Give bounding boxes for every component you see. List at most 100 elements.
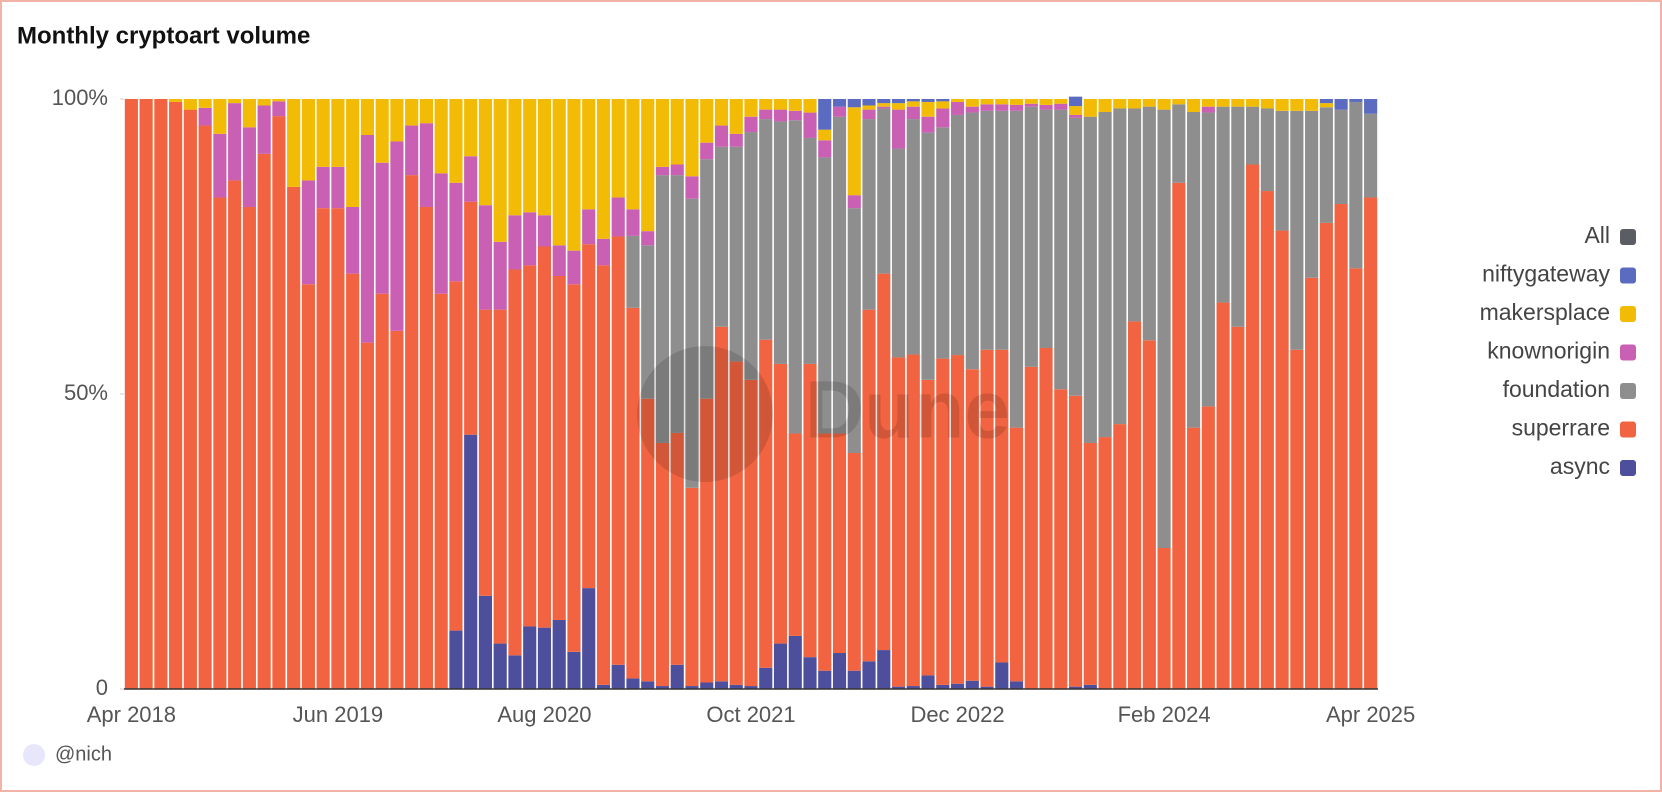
bar-segment — [1187, 99, 1201, 112]
bar-segment — [567, 284, 581, 652]
bar-segment — [272, 116, 286, 690]
legend-label[interactable]: All — [1584, 222, 1610, 248]
bar-segment — [1083, 99, 1097, 117]
bar-segment — [714, 146, 729, 327]
bar-segment — [228, 99, 242, 104]
bar-segment — [936, 358, 950, 685]
legend-label[interactable]: async — [1550, 453, 1610, 479]
bar-segment — [891, 99, 906, 104]
bar-segment — [832, 106, 847, 117]
bar-segment — [995, 662, 1009, 689]
bar-segment — [803, 112, 817, 138]
bar-segment — [1290, 349, 1304, 689]
bar-segment — [478, 205, 493, 310]
bar-segment — [493, 99, 507, 242]
bar-segment — [1231, 99, 1245, 107]
bar-segment — [331, 208, 345, 689]
bar-segment — [1290, 110, 1304, 350]
bar-segment — [582, 244, 596, 589]
bar-segment — [847, 195, 861, 209]
bar-segment — [316, 166, 330, 209]
bar-segment — [1349, 101, 1363, 269]
bar-segment — [877, 273, 891, 651]
bar-segment — [611, 664, 625, 689]
bar-segment — [714, 125, 729, 147]
bar-segment — [818, 129, 832, 141]
x-tick-label: Jun 2019 — [293, 702, 384, 727]
bar-segment — [818, 433, 832, 671]
bar-segment — [1187, 427, 1201, 689]
watermark-logo — [637, 346, 773, 482]
bar-segment — [891, 357, 906, 687]
bar-segment — [1068, 106, 1083, 115]
bar-segment — [1142, 106, 1156, 341]
bar-segment — [508, 99, 522, 216]
bar-segment — [272, 101, 286, 117]
bar-segment — [950, 101, 965, 115]
bar-segment — [287, 186, 301, 689]
legend-label[interactable]: niftygateway — [1482, 261, 1610, 287]
legend-label[interactable]: makersplace — [1480, 299, 1610, 325]
bar-segment — [1364, 99, 1378, 114]
bar-segment — [1068, 117, 1083, 396]
bar-segment — [1083, 116, 1097, 443]
bar-segment — [670, 432, 684, 665]
bar-segment — [655, 99, 670, 167]
bar-segment — [744, 99, 758, 117]
legend-label[interactable]: foundation — [1503, 376, 1610, 402]
legend-swatch[interactable] — [1620, 460, 1636, 476]
bar-segment — [818, 99, 832, 130]
legend-swatch[interactable] — [1620, 344, 1636, 361]
bar-segment — [375, 293, 389, 689]
bar-segment — [139, 99, 153, 689]
bar-segment — [1054, 389, 1068, 689]
bar-segment — [611, 197, 625, 237]
bar-segment — [818, 670, 832, 689]
bar-segment — [891, 109, 906, 149]
bar-segment — [906, 106, 920, 120]
bar-segment — [921, 116, 935, 133]
bar-segment — [980, 104, 994, 111]
bar-segment — [169, 99, 183, 102]
bar-segment — [301, 284, 315, 689]
bar-segment — [655, 175, 670, 443]
bar-segment — [1113, 424, 1127, 689]
bar-segment — [523, 626, 537, 689]
bar-segment — [478, 309, 493, 596]
bar-segment — [803, 363, 817, 658]
bar-segment — [1231, 326, 1245, 689]
legend-swatch[interactable] — [1620, 421, 1636, 438]
bar-segment — [773, 363, 788, 644]
bar-segment — [198, 107, 212, 126]
bar-segment — [862, 105, 876, 110]
bar-segment — [759, 119, 773, 340]
bar-segment — [980, 349, 994, 687]
legend-label[interactable]: superrare — [1512, 415, 1610, 441]
author[interactable]: @nich — [55, 743, 112, 765]
legend-swatch[interactable] — [1620, 306, 1636, 322]
avatar — [23, 744, 45, 766]
bar-segment — [1319, 99, 1333, 104]
legend-swatch[interactable] — [1620, 267, 1636, 284]
bar-segment — [1157, 99, 1171, 110]
bar-segment — [965, 99, 979, 107]
bar-segment — [980, 110, 994, 350]
bar-segment — [655, 686, 670, 689]
watermark: Dune — [637, 346, 1010, 482]
bar-segment — [877, 106, 891, 109]
bar-segment — [685, 99, 699, 177]
bar-segment — [744, 686, 758, 689]
bar-segment — [331, 99, 345, 167]
bar-segment — [670, 99, 684, 165]
bar-segment — [1260, 108, 1274, 192]
bar-segment — [1142, 99, 1156, 107]
bar-segment — [921, 99, 935, 102]
legend-swatch[interactable] — [1620, 383, 1636, 399]
legend-swatch[interactable] — [1620, 229, 1636, 245]
bar-segment — [729, 146, 743, 362]
bar-segment — [685, 686, 699, 689]
bar-segment — [198, 125, 212, 690]
legend-label[interactable]: knownorigin — [1487, 338, 1610, 364]
bar-segment — [1246, 106, 1260, 165]
